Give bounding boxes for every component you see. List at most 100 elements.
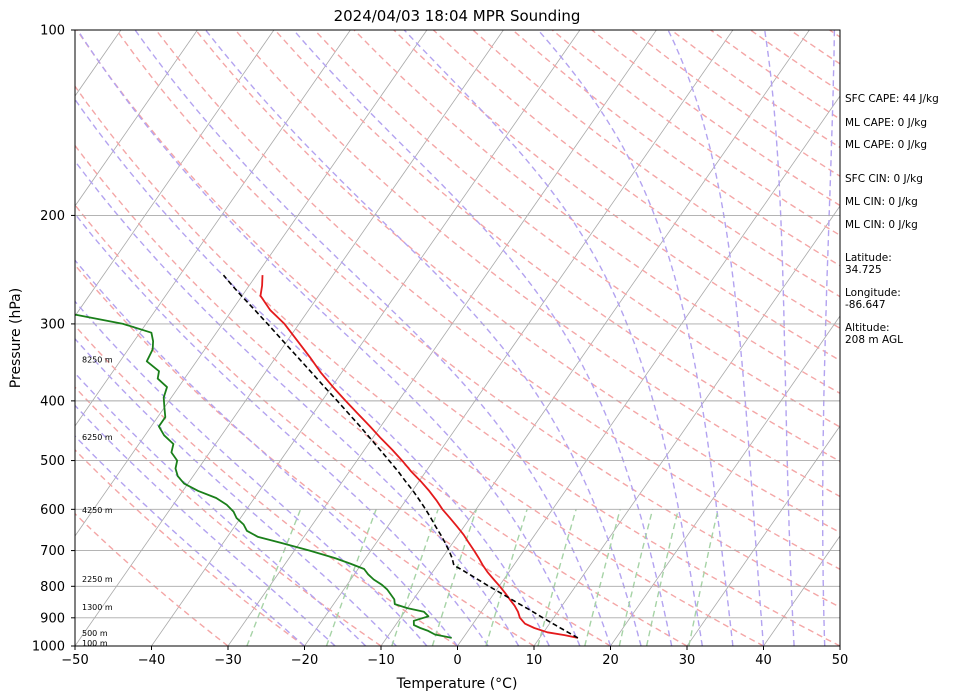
info-text: ML CAPE: 0 J/kg <box>845 139 927 151</box>
isotherm-line <box>75 30 275 317</box>
mixing-ratio-line <box>645 509 679 646</box>
dry-adiabat-line <box>75 203 611 646</box>
dry-adiabat-line <box>115 30 840 608</box>
y-tick-label: 1000 <box>32 640 65 655</box>
isotherm-line <box>75 30 198 207</box>
moist-adiabat-line <box>403 30 703 646</box>
isotherm-line <box>151 30 581 646</box>
y-tick-label: 200 <box>40 209 65 224</box>
moist-adiabat-line <box>75 337 397 646</box>
info-panel: SFC CAPE: 44 J/kg ML CAPE: 0 J/kg ML CAPE:… <box>845 93 939 346</box>
x-tick-label: 40 <box>755 653 772 668</box>
mixing-ratio-line <box>584 509 621 646</box>
dry-adiabat-line <box>432 30 840 330</box>
x-tick-label: 0 <box>453 653 461 668</box>
moist-adiabat-line <box>75 435 305 646</box>
isotherm-line <box>75 30 351 427</box>
y-tick-label: 900 <box>40 611 65 626</box>
y-tick-label: 800 <box>40 580 65 595</box>
mixing-ratio-line <box>325 509 377 646</box>
moist-adiabat-line <box>75 212 489 646</box>
dry-adiabat-line <box>472 30 840 298</box>
isotherm-line <box>533 205 840 646</box>
dry-adiabat-line <box>195 30 840 534</box>
x-axis: −50 −40 −30 −20 −10 0 10 20 30 40 50 <box>61 646 848 668</box>
isotherm-line <box>610 315 840 646</box>
moist-adiabat-line <box>75 259 459 646</box>
info-text: Altitude: <box>845 322 890 334</box>
height-label: 2250 m <box>82 575 113 584</box>
info-text: SFC CAPE: 44 J/kg <box>845 93 939 105</box>
y-tick-label: 300 <box>40 317 65 332</box>
moist-adiabat-line <box>205 30 642 646</box>
info-text: 208 m AGL <box>845 334 903 346</box>
dry-adiabat-line <box>75 85 764 646</box>
x-tick-label: 30 <box>679 653 696 668</box>
height-label: 6250 m <box>82 433 113 442</box>
x-tick-label: −20 <box>291 653 318 668</box>
dry-adiabat-line <box>75 264 535 646</box>
dry-adiabat-line <box>75 144 688 646</box>
height-label: 500 m <box>82 629 108 638</box>
moist-adiabat-line <box>822 30 836 646</box>
moist-adiabat-line <box>75 404 336 646</box>
dry-adiabat-line <box>313 30 840 428</box>
isotherm-line <box>380 30 810 646</box>
info-text: SFC CIN: 0 J/kg <box>845 173 923 185</box>
y-tick-label: 700 <box>40 544 65 559</box>
isotherm-line <box>75 30 504 646</box>
chart-title: 2024/04/03 18:04 MPR Sounding <box>334 7 581 25</box>
moist-adiabat-line <box>75 372 367 646</box>
x-tick-label: 10 <box>526 653 543 668</box>
temperature-line <box>259 275 579 639</box>
dry-adiabat-line <box>234 30 840 498</box>
dry-adiabat-line <box>75 448 305 646</box>
height-label: 1300 m <box>82 603 113 612</box>
isotherm-line <box>304 30 734 646</box>
moist-adiabat-line <box>292 30 673 646</box>
parcel-line <box>222 274 579 639</box>
height-label: 8250 m <box>82 356 113 365</box>
moist-adiabat-line <box>764 30 795 646</box>
x-tick-label: −30 <box>214 653 241 668</box>
x-tick-label: −40 <box>138 653 165 668</box>
moist-adiabat-line <box>75 160 520 646</box>
isotherm-line <box>686 425 840 646</box>
moist-adiabat-line <box>667 30 765 646</box>
moist-adiabat-line <box>75 98 550 646</box>
x-tick-label: 50 <box>832 653 849 668</box>
height-label: 100 m <box>82 639 108 648</box>
dry-adiabat-line <box>75 512 229 646</box>
y-axis: 100 200 300 400 500 600 700 800 900 1000 <box>32 24 75 655</box>
x-tick-label: 20 <box>602 653 619 668</box>
info-text: -86.647 <box>845 299 886 311</box>
isotherm-line <box>227 30 657 646</box>
height-label: 4250 m <box>82 506 113 515</box>
y-tick-label: 600 <box>40 503 65 518</box>
x-tick-label: −10 <box>367 653 394 668</box>
background-lines <box>75 30 840 646</box>
mixing-ratio-line <box>431 509 478 646</box>
y-tick-label: 500 <box>40 454 65 469</box>
x-tick-label: −50 <box>61 653 88 668</box>
dry-adiabat-line <box>75 324 458 646</box>
info-text: ML CIN: 0 J/kg <box>845 196 918 208</box>
moist-adiabat-line <box>537 30 734 646</box>
x-axis-label: Temperature (°C) <box>396 676 518 692</box>
info-text: Latitude: <box>845 252 892 264</box>
dry-adiabat-line <box>155 30 840 571</box>
isotherm-line <box>763 535 840 646</box>
moist-adiabat-line <box>134 30 612 646</box>
y-tick-label: 100 <box>40 24 65 39</box>
info-text: ML CAPE: 0 J/kg <box>845 117 927 129</box>
y-tick-label: 400 <box>40 394 65 409</box>
dry-adiabat-line <box>274 30 840 463</box>
moist-adiabat-line <box>75 300 428 646</box>
dry-adiabat-line <box>76 30 840 646</box>
y-axis-label: Pressure (hPa) <box>8 288 24 388</box>
isotherm-line <box>75 30 428 537</box>
info-text: 34.725 <box>845 264 882 276</box>
series-lines <box>75 274 579 639</box>
